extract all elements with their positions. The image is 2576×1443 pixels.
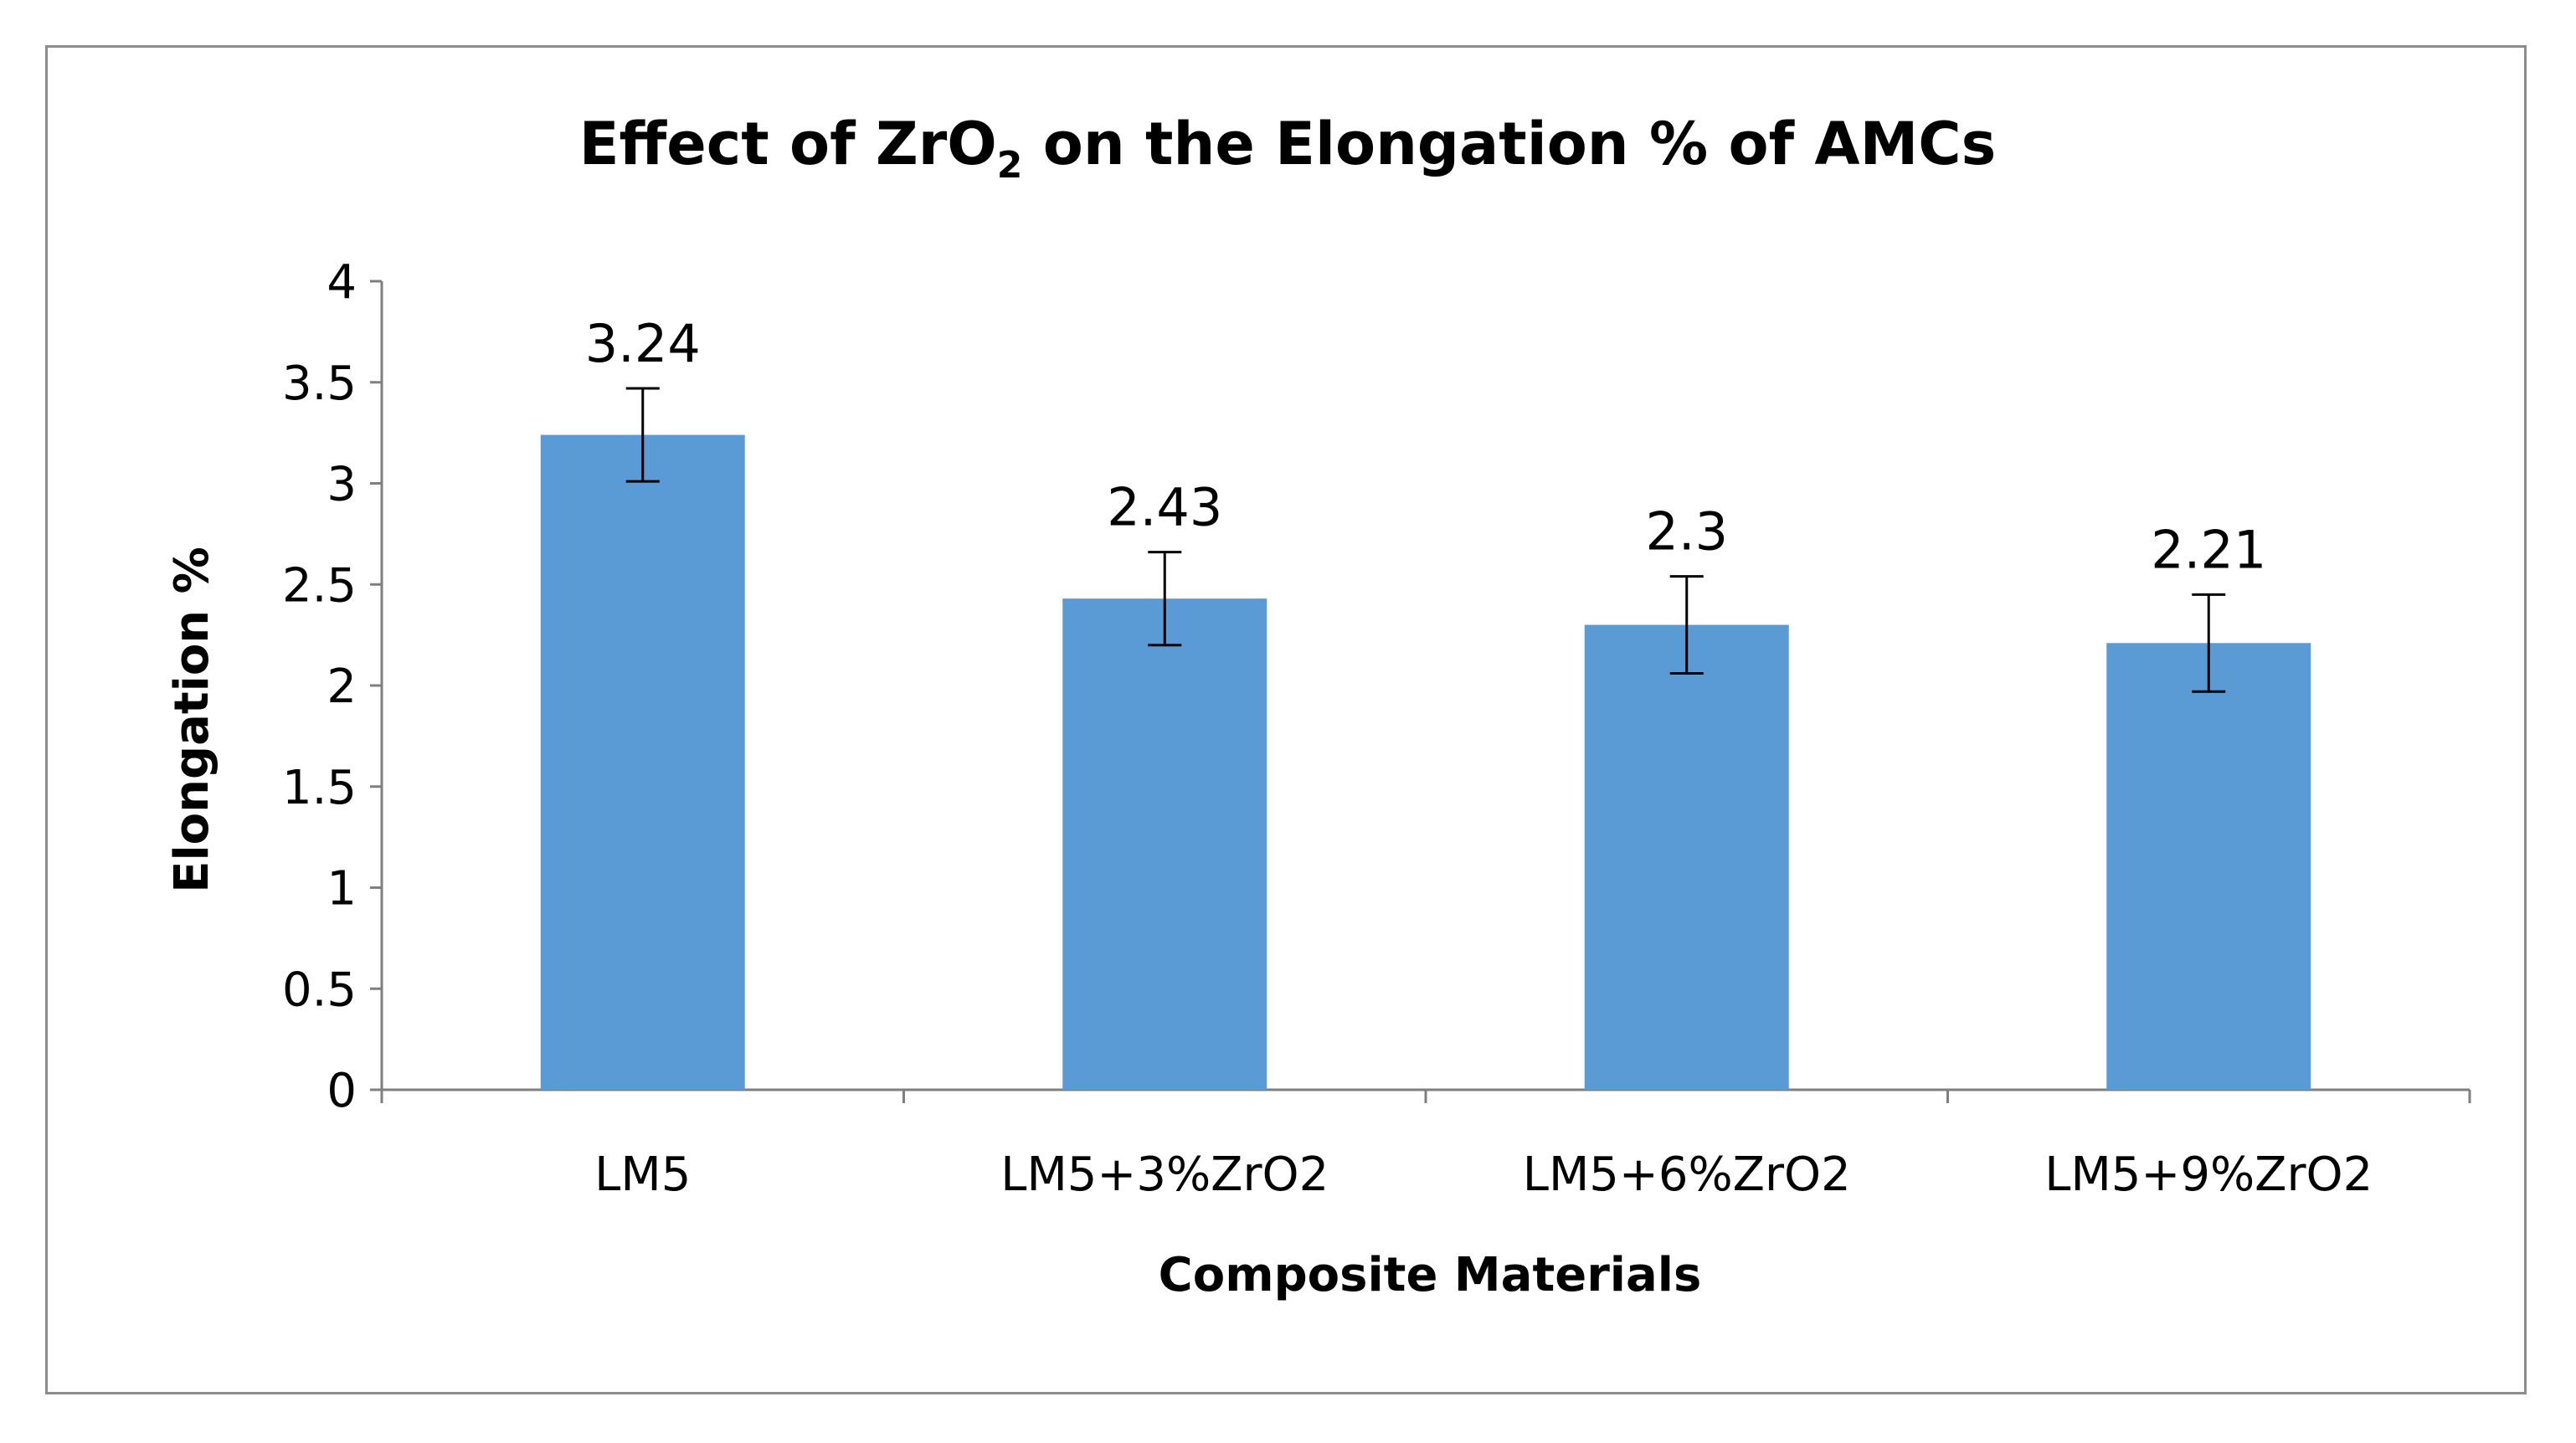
error-bar-2 <box>1148 551 1182 647</box>
chart-title-subscript: 2 <box>997 144 1023 187</box>
y-tick-label: 1.5 <box>282 761 357 815</box>
chart-title: Effect of ZrO2 on the Elongation % of AM… <box>579 110 1997 187</box>
bars <box>540 434 2311 1090</box>
y-tick-label: 2.5 <box>282 558 357 613</box>
bar-3 <box>1584 624 1789 1090</box>
x-ticks <box>380 1090 2471 1103</box>
category-label-1: LM5 <box>594 1148 691 1202</box>
data-labels: 3.24 2.43 2.3 2.21 <box>585 313 2267 580</box>
y-tick-label: 0 <box>326 1064 357 1118</box>
data-label-3: 2.3 <box>1645 501 1728 562</box>
y-tick-label: 2 <box>326 660 357 714</box>
data-label-2: 2.43 <box>1107 477 1222 538</box>
chart-title-main: Effect of ZrO <box>579 110 997 178</box>
y-tick-label: 3 <box>326 458 357 512</box>
y-tick-label: 3.5 <box>282 357 357 411</box>
y-ticks: 0 0.5 1 1.5 2 2.5 3 3.5 4 <box>282 255 382 1118</box>
y-tick-label: 0.5 <box>282 963 357 1017</box>
y-axis-title: Elongation % <box>165 547 219 893</box>
bar-1 <box>540 434 745 1090</box>
error-bar-3 <box>1669 575 1704 675</box>
category-label-4: LM5+9%ZrO2 <box>2044 1148 2373 1202</box>
bar-4 <box>2106 643 2311 1090</box>
error-bar-1 <box>625 387 660 483</box>
data-label-4: 2.21 <box>2151 519 2266 580</box>
category-label-3: LM5+6%ZrO2 <box>1523 1148 1851 1202</box>
category-labels: LM5 LM5+3%ZrO2 LM5+6%ZrO2 LM5+9%ZrO2 <box>594 1148 2373 1202</box>
x-axis-title: Composite Materials <box>1159 1248 1702 1302</box>
bar-2 <box>1062 598 1267 1090</box>
y-tick-label: 4 <box>326 255 357 310</box>
y-tick-label: 1 <box>326 862 357 917</box>
error-bars <box>625 387 2226 693</box>
error-bar-4 <box>2192 593 2226 693</box>
chart-title-rest: on the Elongation % of AMCs <box>1022 110 1996 178</box>
category-label-2: LM5+3%ZrO2 <box>1000 1148 1329 1202</box>
data-label-1: 3.24 <box>585 313 701 374</box>
